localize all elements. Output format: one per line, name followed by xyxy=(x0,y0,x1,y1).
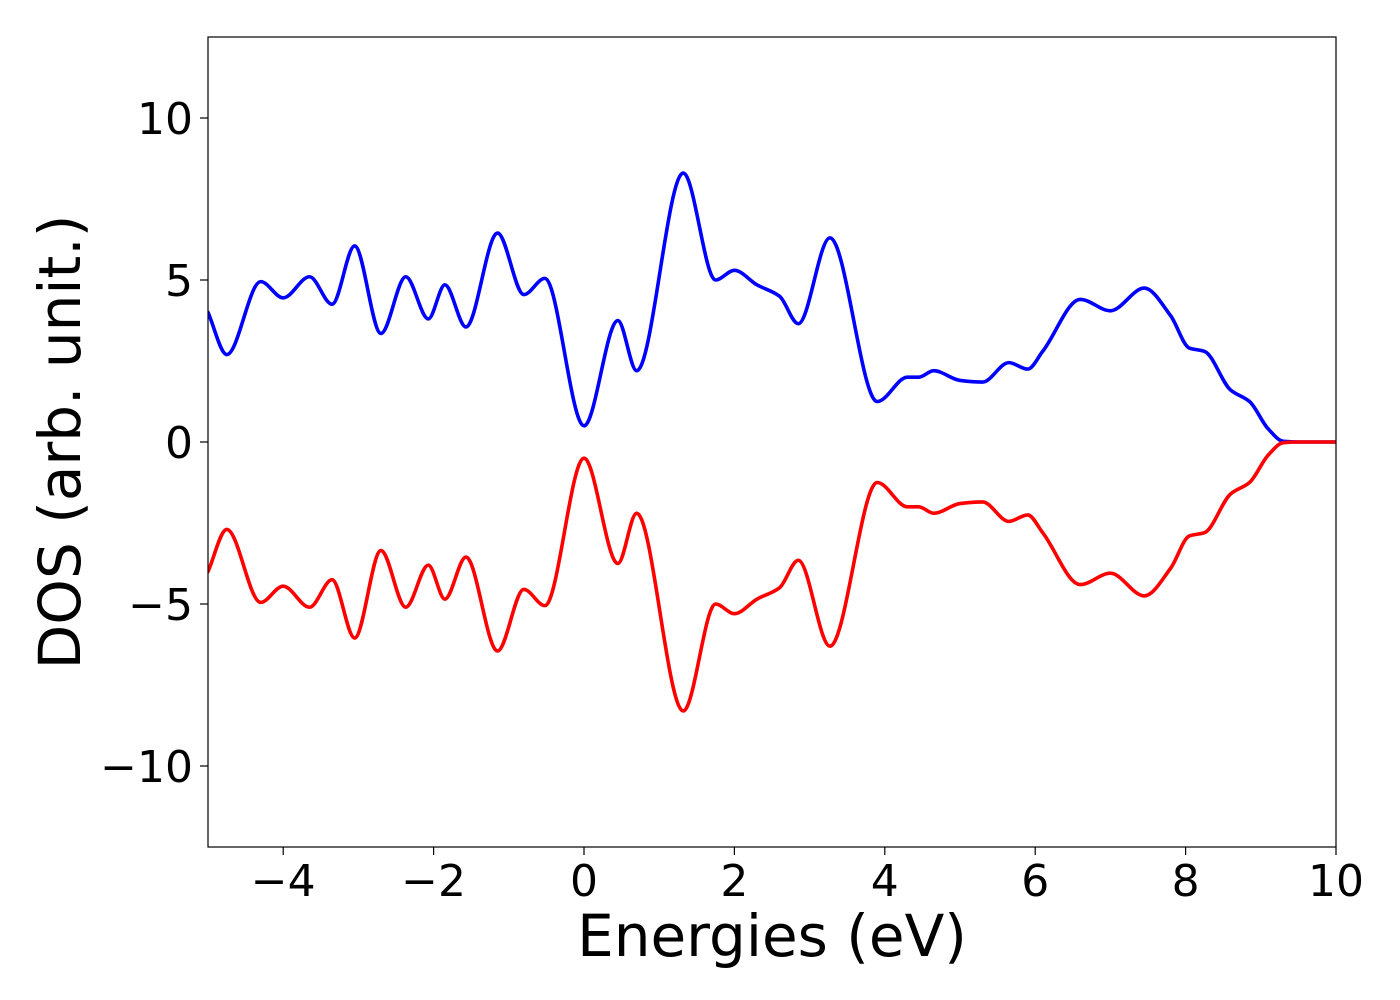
series-layer xyxy=(208,171,1336,713)
y-tick-label: 10 xyxy=(137,94,193,145)
x-tick-label: 4 xyxy=(871,856,899,907)
x-tick-label: 8 xyxy=(1172,856,1200,907)
series-line-spin-up xyxy=(208,171,1336,444)
y-axis-ticks: −10 −5 0 5 10 xyxy=(100,94,208,793)
x-tick-label: −4 xyxy=(251,856,316,907)
x-axis-ticks: −4 −2 0 2 4 6 8 10 xyxy=(251,847,1364,907)
x-axis-label: Energies (eV) xyxy=(577,902,967,970)
x-tick-label: 6 xyxy=(1021,856,1049,907)
y-axis-label: DOS (arb. unit.) xyxy=(26,215,94,670)
y-tick-label: −10 xyxy=(100,742,193,793)
plot-frame xyxy=(207,36,1337,848)
series-line-spin-down xyxy=(208,440,1336,713)
x-tick-label: −2 xyxy=(401,856,466,907)
y-tick-label: −5 xyxy=(128,580,193,631)
x-tick-label: 0 xyxy=(570,856,598,907)
x-tick-label: 2 xyxy=(720,856,748,907)
x-tick-label: 10 xyxy=(1308,856,1364,907)
y-tick-label: 5 xyxy=(165,256,193,307)
y-tick-label: 0 xyxy=(165,418,193,469)
